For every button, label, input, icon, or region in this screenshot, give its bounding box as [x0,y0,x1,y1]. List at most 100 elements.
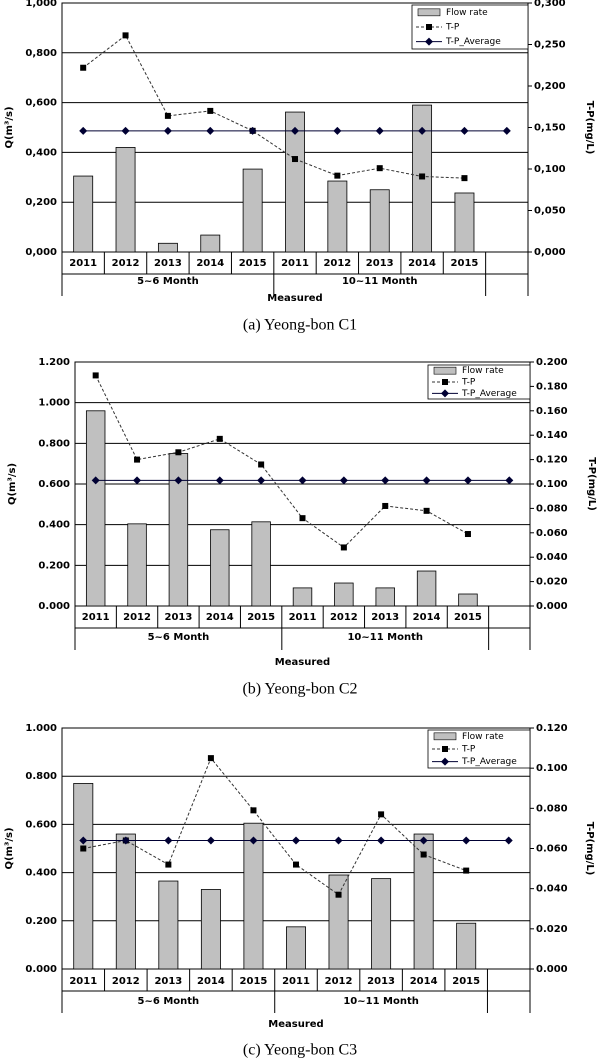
y-axis-title: Q(m³/s) [7,463,18,505]
marker [334,172,341,179]
chart: 0.000 0.200 0.400 0.600 0.800 1.000 0.000 0.020… [4,723,595,1059]
y2-tick-label: 0.200 [536,357,568,368]
y2-tick-label: 0,050 [534,206,566,217]
bar [200,889,221,970]
marker [216,435,223,442]
y-tick-label: 0,600 [25,98,57,109]
legend-marker [441,757,449,766]
x-tick-label: 2011 [69,258,97,269]
marker [291,126,299,135]
chart: 0.000 0.200 0.400 0.600 0.800 1.000 1.200 0.000… [7,357,597,698]
y-tick-label: 0,000 [25,247,57,258]
y2-tick-label: 0.040 [536,552,568,563]
y-tick-label: 0,400 [25,147,57,158]
group-label: 10~11 Month [342,276,418,287]
x-tick-label: 2012 [323,258,351,269]
y2-tick-label: 0,000 [534,247,566,258]
bar [292,587,313,607]
y-axis-title: Q(m³/s) [4,827,15,869]
marker [250,807,257,814]
marker [80,845,87,852]
y-tick-label: 1.000 [38,398,70,409]
caption: (b) Yeong-bon C2 [242,681,357,698]
y-tick-label: 1,000 [25,0,57,9]
y2-tick-label: 0,100 [534,164,566,175]
marker [292,156,298,163]
y2-tick-label: 0.020 [536,924,568,935]
marker [505,476,514,485]
marker [80,64,87,71]
x-tick-label: 2012 [330,612,358,623]
caption: (c) Yeong-bon C3 [243,1042,357,1059]
marker [423,507,430,514]
y-tick-label: 0,800 [25,48,57,59]
bar [85,410,106,607]
marker [335,891,342,898]
x-tick-label: 2013 [367,976,395,987]
marker [376,165,383,172]
legend-swatch [433,732,457,741]
y-tick-label: 0.400 [38,520,70,531]
marker [293,861,299,868]
marker [164,836,173,845]
bar [115,833,136,970]
x-axis-title: Measured [267,293,322,304]
bar [158,880,179,970]
group-label: 5~6 Month [137,276,199,287]
marker [375,126,384,135]
legend-marker [425,37,433,46]
bar [416,570,437,607]
marker [215,476,224,485]
marker [463,476,472,485]
x-tick-label: 2013 [164,612,192,623]
marker [504,836,513,845]
y2-tick-label: 0.020 [536,577,568,588]
legend-label: T-P [445,23,460,33]
legend-marker [441,389,449,398]
legend-swatch [433,366,457,375]
bar [251,521,271,607]
marker [292,836,300,845]
marker [249,836,258,845]
marker [419,173,426,180]
x-tick-label: 2011 [289,612,317,623]
y2-tick-label: 0.100 [536,479,568,490]
marker [133,476,142,485]
marker [121,126,130,135]
legend-label: Flow rate [462,366,504,376]
marker [298,476,307,485]
legend-label: T-P_Average [461,757,517,767]
y2-tick-label: 0,150 [534,123,566,134]
x-tick-label: 2013 [371,612,399,623]
marker [461,175,468,182]
marker [258,461,265,468]
y-tick-label: 0.000 [25,964,57,975]
marker [462,836,471,845]
marker [340,544,347,551]
x-tick-label: 2011 [282,976,310,987]
bar [286,926,306,970]
bar [242,168,263,253]
legend-marker [442,746,448,752]
y2-tick-label: 0.120 [536,723,568,734]
legend-marker [426,24,432,30]
x-tick-label: 2013 [366,258,394,269]
y2-tick-label: 0,200 [534,81,566,92]
marker [163,126,172,135]
x-tick-label: 2013 [154,258,182,269]
bar [210,529,230,607]
x-tick-label: 2015 [451,258,479,269]
y2-tick-label: 0.060 [536,528,568,539]
marker [174,476,183,485]
bar [115,147,136,253]
y2-axis-title: T-P(mg/L) [584,101,595,155]
bar [371,878,392,970]
marker [463,867,470,874]
marker [206,836,215,845]
marker [299,515,306,522]
x-tick-label: 2015 [454,612,482,623]
bar [200,234,221,253]
x-tick-label: 2015 [239,258,267,269]
bar [334,582,354,607]
bar [375,587,395,607]
